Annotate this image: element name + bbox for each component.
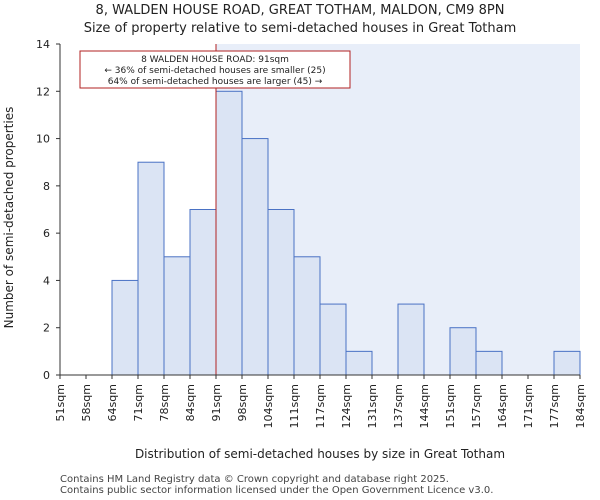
x-tick-label: 58sqm	[80, 384, 93, 421]
histogram-bar	[111, 279, 139, 376]
x-tick-label: 51sqm	[54, 384, 67, 421]
footer-copyright: Contains HM Land Registry data © Crown c…	[60, 474, 449, 485]
x-tick-label: 84sqm	[184, 384, 197, 421]
y-tick-label: 14	[36, 38, 50, 51]
footer-licence: Contains public sector information licen…	[60, 485, 494, 496]
x-tick-label: 171sqm	[522, 384, 535, 428]
x-tick-label: 117sqm	[314, 384, 327, 428]
y-axis-label: Number of semi-detached properties	[2, 107, 16, 329]
y-tick-label: 0	[43, 369, 50, 382]
annotation-box: 8 WALDEN HOUSE ROAD: 91sqm ← 36% of semi…	[79, 50, 351, 89]
y-tick-label: 4	[43, 274, 50, 287]
x-tick-label: 137sqm	[392, 384, 405, 428]
y-tick-label: 10	[36, 133, 50, 146]
y-tick-label: 12	[36, 85, 50, 98]
y-axis: 0 2 4 6 8 10 12 14	[36, 38, 61, 382]
annotation-frame	[79, 50, 351, 89]
y-tick-label: 2	[43, 322, 50, 335]
x-tick-label: 78sqm	[158, 384, 171, 421]
x-tick-label: 144sqm	[418, 384, 431, 428]
histogram-bar	[189, 209, 217, 376]
x-tick-label: 131sqm	[366, 384, 379, 428]
histogram-bar	[449, 327, 477, 376]
x-tick-label: 184sqm	[574, 384, 587, 428]
x-tick-label: 71sqm	[132, 384, 145, 421]
annotation-property-label: 8 WALDEN HOUSE ROAD: 91sqm	[141, 55, 289, 65]
histogram-bar	[319, 303, 347, 376]
chart-subtitle: Size of property relative to semi-detach…	[83, 21, 517, 36]
y-tick-label: 6	[43, 227, 50, 240]
histogram-bar	[475, 350, 503, 376]
x-tick-label: 164sqm	[496, 384, 509, 428]
histogram-bar	[215, 90, 243, 376]
y-tick-label: 8	[43, 180, 50, 193]
chart-title-address: 8, WALDEN HOUSE ROAD, GREAT TOTHAM, MALD…	[95, 3, 505, 18]
histogram-bar	[293, 256, 321, 376]
histogram-bar	[397, 303, 425, 376]
annotation-smaller-share: ← 36% of semi-detached houses are smalle…	[104, 66, 325, 76]
x-tick-label: 104sqm	[262, 384, 275, 428]
x-axis-label: Distribution of semi-detached houses by …	[135, 447, 505, 461]
x-tick-label: 157sqm	[470, 384, 483, 428]
x-tick-label: 177sqm	[548, 384, 561, 428]
histogram-bar	[241, 138, 269, 376]
histogram-bar	[267, 209, 295, 376]
histogram-bar	[163, 256, 191, 376]
histogram-bar	[553, 350, 581, 376]
x-tick-label: 124sqm	[340, 384, 353, 428]
x-tick-label: 98sqm	[236, 384, 249, 421]
x-tick-label: 151sqm	[444, 384, 457, 428]
x-axis: 51sqm 58sqm 64sqm 71sqm 78sqm 84sqm 91sqm 98sqm…	[54, 374, 587, 428]
x-tick-label: 64sqm	[106, 384, 119, 421]
x-tick-label: 111sqm	[288, 384, 301, 428]
x-tick-label: 91sqm	[210, 384, 223, 421]
histogram-bar	[137, 161, 165, 376]
histogram-bar	[345, 350, 373, 376]
annotation-larger-share: 64% of semi-detached houses are larger (…	[108, 77, 323, 87]
